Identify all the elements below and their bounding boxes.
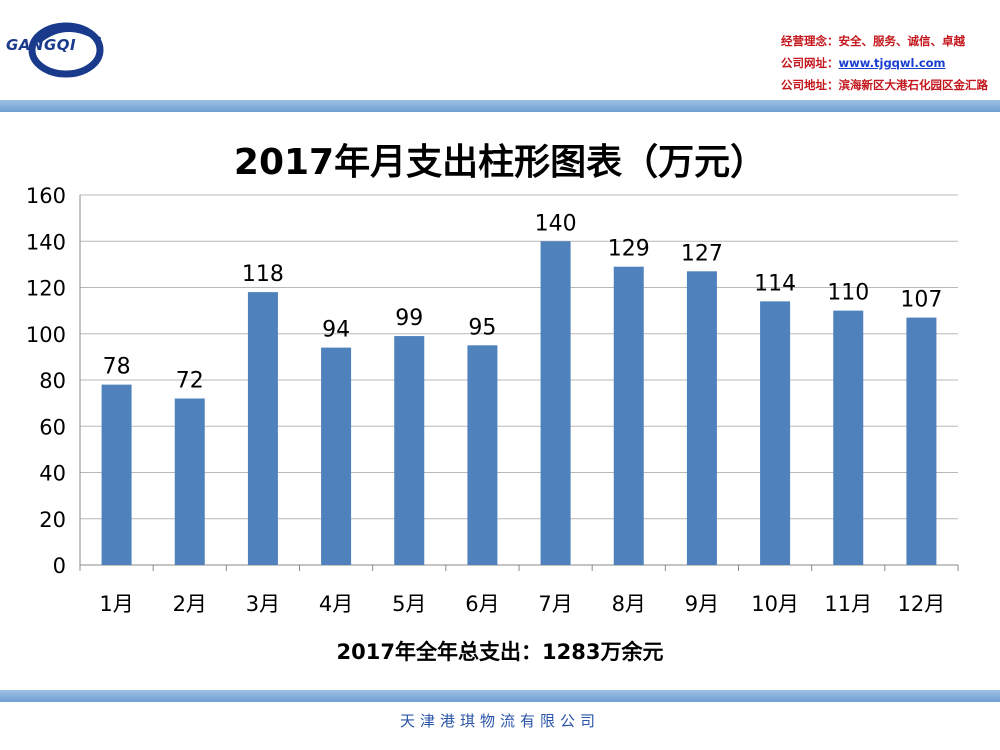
x-tick-label: 8月 (612, 592, 646, 616)
x-tick-label: 3月 (246, 592, 280, 616)
x-tick-label: 12月 (898, 592, 946, 616)
philosophy-text: 经营理念：安全、服务、诚信、卓越 (781, 34, 965, 48)
y-tick-label: 20 (39, 508, 66, 532)
y-tick-label: 120 (26, 277, 66, 301)
x-tick-label: 1月 (99, 592, 133, 616)
x-tick-label: 10月 (751, 592, 799, 616)
address-text: 公司地址：滨海新区大港石化园区金汇路 (781, 78, 988, 92)
x-tick-label: 11月 (824, 592, 872, 616)
y-tick-label: 80 (39, 369, 66, 393)
y-tick-label: 60 (39, 415, 66, 439)
bar-5 (394, 336, 425, 565)
bar-4 (321, 347, 352, 565)
website-link[interactable]: www.tjgqwl.com (838, 56, 946, 70)
bar-6 (467, 345, 498, 565)
company-info: 经营理念：安全、服务、诚信、卓越 公司网址：www.tjgqwl.com 公司地… (781, 30, 988, 96)
data-label: 140 (535, 211, 577, 236)
bar-10 (760, 301, 791, 565)
data-label: 127 (681, 241, 723, 266)
website-line: 公司网址：www.tjgqwl.com (781, 52, 988, 74)
y-tick-label: 160 (26, 184, 66, 208)
total-expense-summary: 2017年全年总支出：1283万余元 (336, 640, 664, 664)
x-tick-label: 7月 (538, 592, 572, 616)
data-label: 94 (322, 318, 350, 343)
x-tick-label: 2月 (173, 592, 207, 616)
data-label: 95 (468, 315, 496, 340)
data-label: 114 (754, 271, 796, 296)
x-tick-label: 5月 (392, 592, 426, 616)
x-tick-label: 6月 (465, 592, 499, 616)
header-band (0, 100, 1000, 112)
chart-title: 2017年月支出柱形图表（万元） (233, 142, 767, 183)
website-label: 公司网址： (781, 56, 839, 70)
x-tick-label: 4月 (319, 592, 353, 616)
y-tick-label: 140 (26, 230, 66, 254)
bar-3 (247, 292, 278, 565)
bar-8 (613, 266, 644, 565)
company-name-footer: 天津港琪物流有限公司 (399, 712, 600, 730)
bar-1 (101, 384, 132, 565)
data-label: 118 (242, 262, 284, 287)
company-logo (28, 22, 104, 78)
bar-11 (833, 310, 864, 565)
data-label: 110 (827, 281, 869, 306)
data-label: 129 (608, 237, 650, 262)
bar-chart: 0 20 40 60 80 100 120 140 160 78 1月 72 2月 118 3月 94 4月 99… (26, 184, 959, 616)
bar-12 (906, 317, 937, 565)
y-tick-label: 100 (26, 323, 66, 347)
data-label: 78 (103, 355, 131, 380)
data-label: 99 (395, 306, 423, 331)
logo-text: GANGQI (6, 36, 77, 54)
y-tick-label: 0 (53, 554, 66, 578)
data-label: 72 (176, 369, 204, 394)
bar-9 (686, 271, 717, 565)
y-tick-label: 40 (39, 462, 66, 486)
data-label: 107 (900, 288, 942, 313)
x-tick-label: 9月 (685, 592, 719, 616)
bar-7 (540, 241, 571, 565)
bar-2 (174, 398, 205, 565)
footer-band (0, 690, 1000, 702)
